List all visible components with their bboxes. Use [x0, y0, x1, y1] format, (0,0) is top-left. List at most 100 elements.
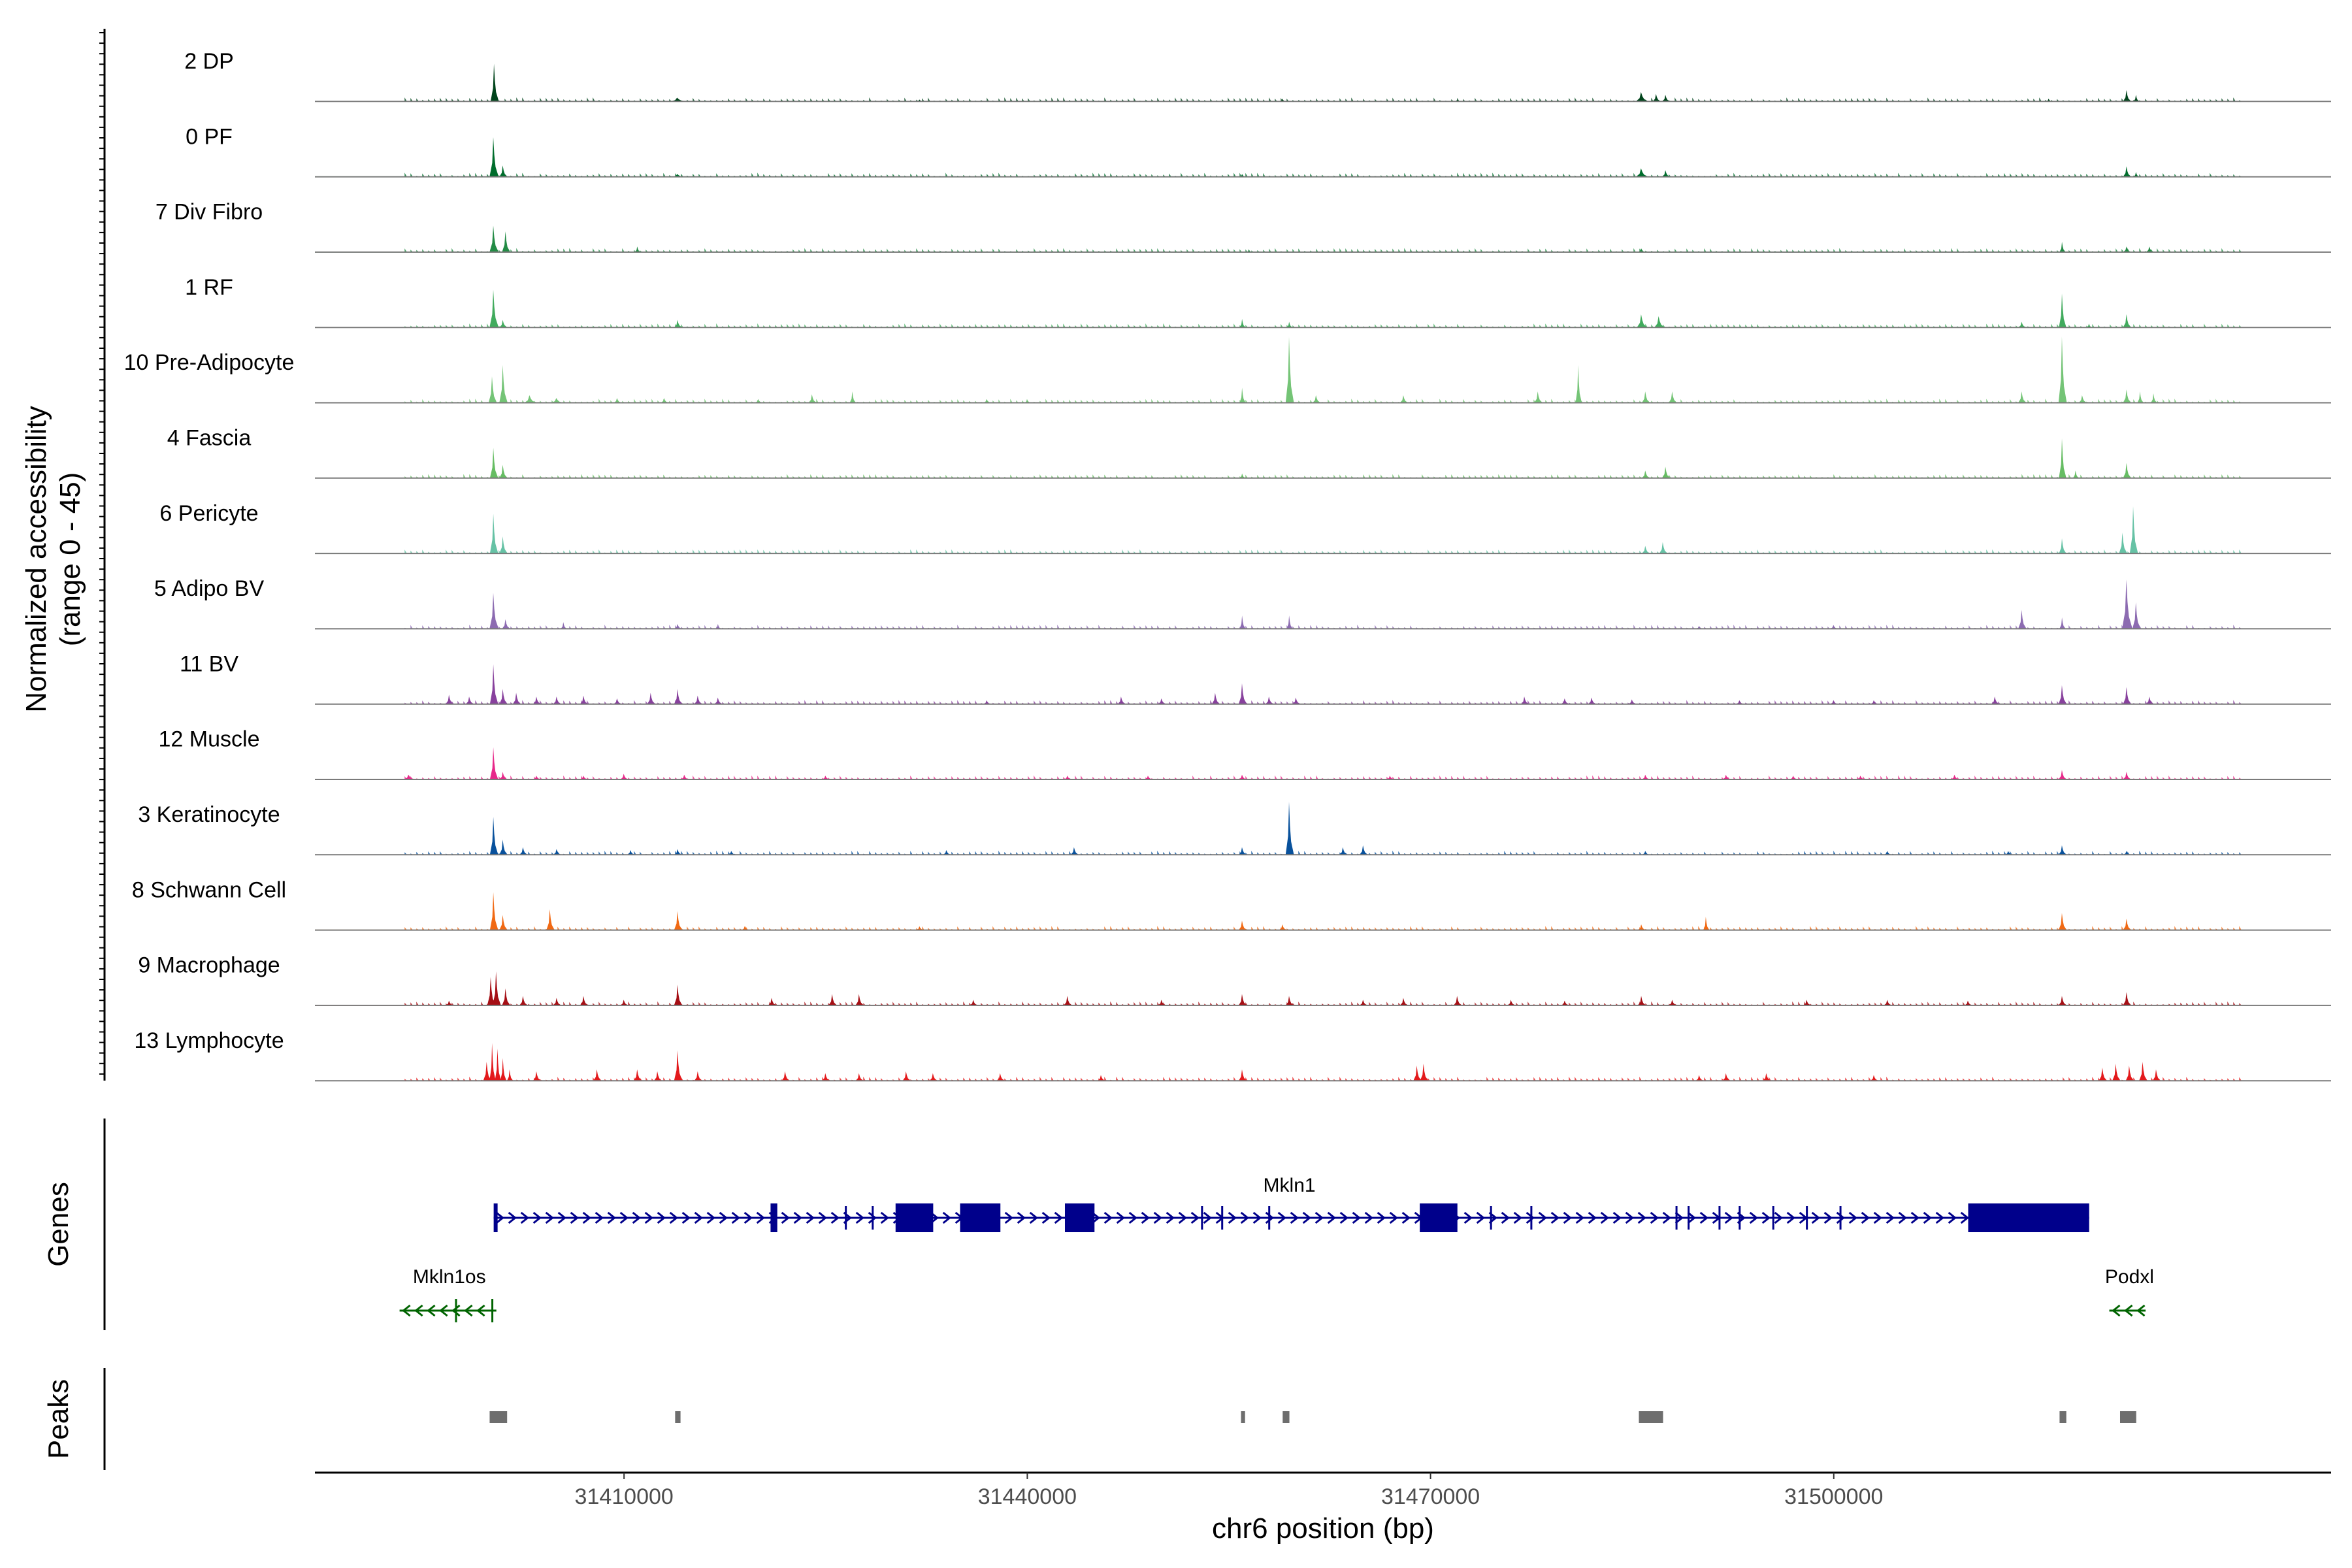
peak-2	[1239, 473, 1246, 478]
peak-17	[2058, 770, 2067, 779]
peak-7	[943, 850, 951, 855]
strand-arrow	[1501, 1211, 1511, 1224]
strand-arrow	[1960, 1211, 1970, 1224]
peak-11	[1239, 387, 1246, 403]
strand-arrow	[1004, 1211, 1014, 1224]
peak-4	[580, 776, 589, 779]
strand-arrow	[1178, 1211, 1188, 1224]
track-4-fascia: 4 Fascia	[167, 426, 2331, 479]
gene-mkln1os: Mkln1os	[399, 1266, 497, 1322]
peak-0	[488, 376, 497, 403]
peak-10	[1238, 774, 1247, 779]
strand-arrow	[1662, 1211, 1672, 1224]
strand-arrow	[1103, 1211, 1113, 1224]
strand-arrow	[464, 1304, 473, 1317]
strand-arrow	[1041, 1211, 1051, 1224]
gene-mkln1: Mkln1	[493, 1175, 2089, 1232]
peak-4	[1661, 466, 1671, 478]
peak-20	[1507, 1000, 1516, 1005]
peak-2	[674, 319, 683, 328]
peak-5	[532, 1071, 542, 1081]
y-axis-title: Normalized accessibility	[20, 406, 52, 712]
peak-5	[916, 926, 924, 930]
peak-14	[1399, 395, 1409, 403]
strand-arrow	[1277, 1211, 1287, 1224]
track-9-macrophage: 9 Macrophage	[138, 953, 2331, 1006]
peak-region	[489, 1411, 508, 1423]
peak-22	[1722, 1073, 1731, 1081]
strand-arrow	[427, 1304, 436, 1317]
peak-21	[1561, 698, 1570, 704]
peak-region	[1639, 1411, 1663, 1423]
peak-13	[983, 700, 992, 704]
peak-15	[1238, 994, 1247, 1005]
gene-label: Mkln1os	[413, 1266, 486, 1288]
strand-arrow	[1811, 1211, 1821, 1224]
peak-7	[1661, 95, 1671, 102]
x-tick-label: 31440000	[978, 1484, 1077, 1509]
x-tick-label: 31410000	[575, 1484, 674, 1509]
peak-12	[1641, 774, 1650, 779]
strand-arrow	[1625, 1211, 1635, 1224]
peak-1	[670, 97, 687, 102]
peak-7	[822, 776, 830, 779]
peak-2	[489, 664, 498, 704]
peak-1	[465, 696, 474, 704]
peak-region	[1241, 1411, 1245, 1423]
strand-arrow	[657, 1211, 666, 1224]
peak-19	[1413, 1066, 1422, 1081]
strand-arrow	[1550, 1211, 1560, 1224]
peak-0	[445, 1000, 454, 1005]
track-label: 13 Lymphocyte	[134, 1028, 284, 1053]
peak-18	[1238, 1069, 1247, 1081]
peak-3	[551, 398, 564, 403]
peak-10	[828, 994, 837, 1005]
strand-arrow	[607, 1211, 617, 1224]
peak-27	[2058, 996, 2067, 1005]
track-0-pf: 0 PF	[186, 124, 2331, 178]
peak-6	[728, 851, 736, 855]
strand-arrow	[1352, 1211, 1362, 1224]
peak-6	[1286, 615, 1293, 629]
peak-0	[403, 774, 416, 779]
peak-17	[1238, 683, 1247, 704]
gene-annotations: Mkln1 Mkln1os Podxl	[399, 1175, 2154, 1322]
strand-arrow	[595, 1211, 604, 1224]
strand-arrow	[1724, 1211, 1734, 1224]
strand-arrow	[545, 1211, 555, 1224]
peak-10	[2059, 617, 2066, 629]
strand-arrow	[1935, 1211, 1945, 1224]
peak-13	[1064, 996, 1073, 1005]
peak-3	[532, 776, 542, 779]
strand-arrow	[731, 1211, 741, 1224]
strand-arrow	[557, 1211, 567, 1224]
exon	[493, 1203, 498, 1232]
peak-3	[500, 1058, 507, 1081]
peak-1	[487, 977, 496, 1005]
strand-arrow	[1252, 1211, 1262, 1224]
strand-arrow	[1637, 1211, 1647, 1224]
strand-arrow	[1377, 1211, 1386, 1224]
peak-3	[1279, 98, 1286, 102]
peak-16	[1951, 774, 1959, 779]
peak-8	[1064, 776, 1073, 779]
peak-6	[2123, 246, 2132, 252]
strand-arrow	[1315, 1211, 1324, 1224]
peak-30	[2146, 696, 2155, 704]
peak-23	[2137, 391, 2144, 403]
strand-arrow	[1203, 1211, 1213, 1224]
peak-15	[1534, 391, 1543, 403]
strand-arrow	[1910, 1211, 1920, 1224]
peak-region	[2059, 1411, 2066, 1423]
peak-19	[1292, 697, 1301, 704]
peak-8	[653, 1071, 662, 1081]
strand-arrow	[1823, 1211, 1833, 1224]
peak-24	[1736, 700, 1744, 704]
strand-arrow	[1948, 1211, 1957, 1224]
track-label: 5 Adipo BV	[154, 576, 265, 601]
track-6-pericyte: 6 Pericyte	[159, 501, 2331, 555]
peak-6	[2072, 470, 2080, 478]
track-13-lymphocyte: 13 Lymphocyte	[134, 1028, 2331, 1082]
peak-4	[715, 624, 722, 629]
strand-arrow	[1054, 1211, 1064, 1224]
